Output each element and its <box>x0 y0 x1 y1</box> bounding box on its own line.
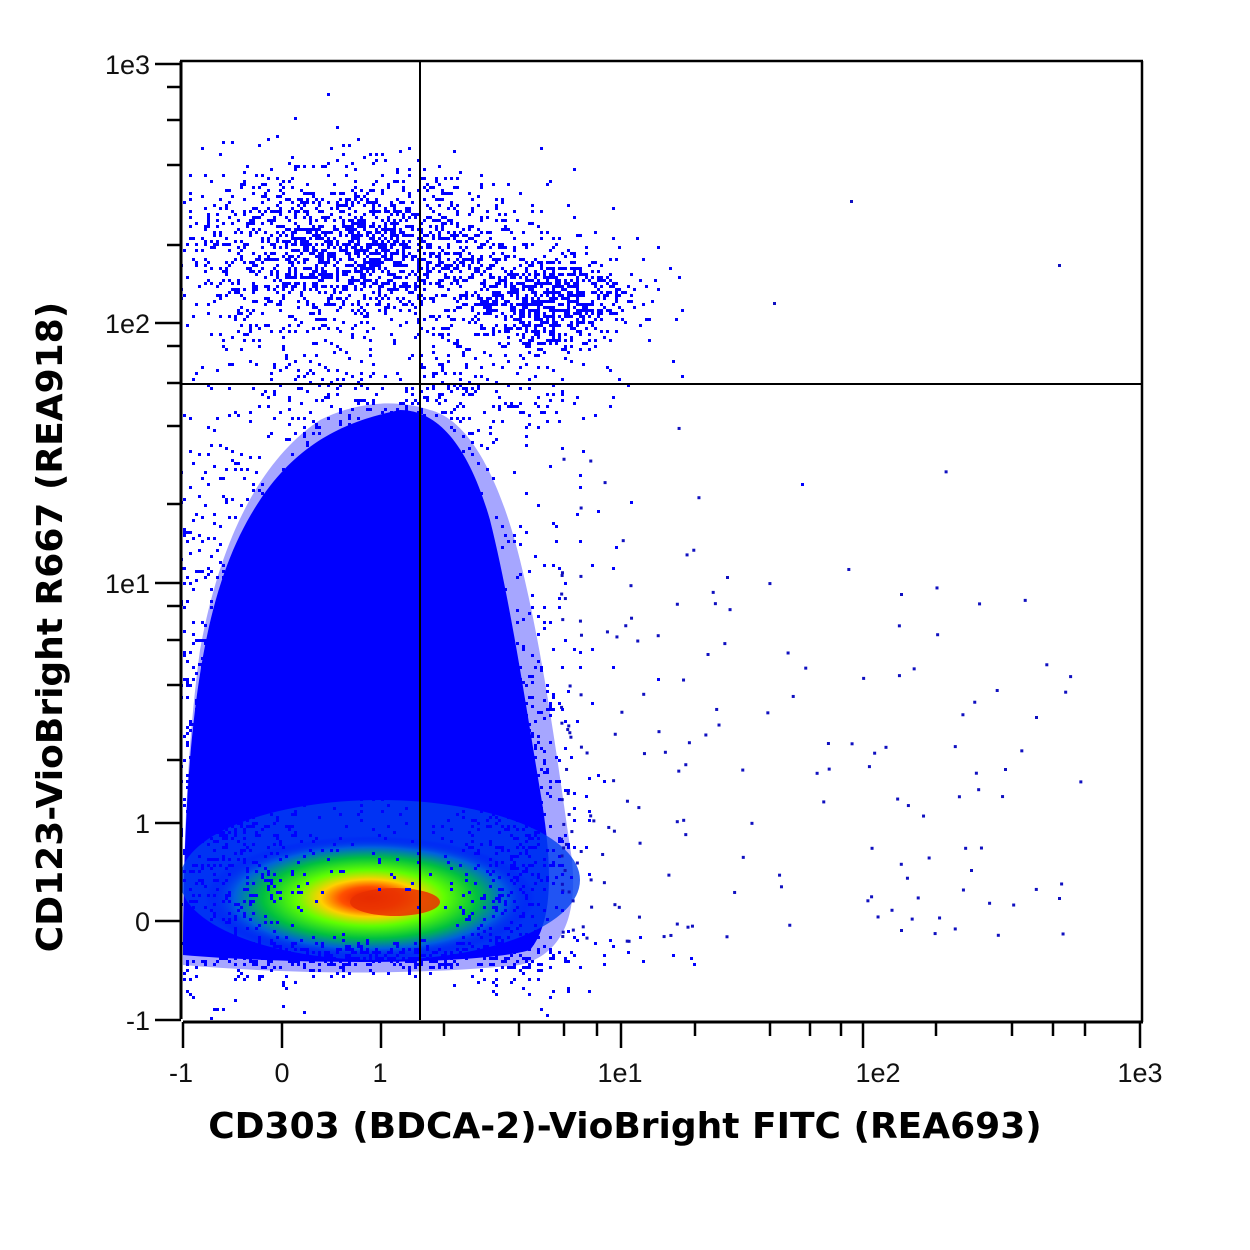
outlier-dots <box>560 200 1083 943</box>
y-axis-ticks <box>155 62 181 1022</box>
y-tick-label: 1e1 <box>105 569 150 599</box>
x-tick-label: 1e3 <box>1117 1058 1162 1088</box>
fringe-dots <box>182 168 804 1020</box>
x-tick-label: 1e1 <box>597 1058 642 1088</box>
y-tick-label: 1 <box>135 809 150 839</box>
y-axis-title: CD123-VioBright R667 (REA918) <box>30 302 71 952</box>
y-tick-label: -1 <box>126 1006 150 1036</box>
x-tick-label: 1e2 <box>855 1058 900 1088</box>
x-tick-label: -1 <box>169 1058 193 1088</box>
y-tick-label: 1e2 <box>105 309 150 339</box>
y-tick-label: 1e3 <box>105 50 150 80</box>
main-population-peak <box>350 888 440 916</box>
y-tick-label: 0 <box>135 907 150 937</box>
x-axis-title: CD303 (BDCA-2)-VioBright FITC (REA693) <box>208 1106 1042 1147</box>
cd123-high-cluster <box>182 93 684 471</box>
x-tick-label: 1 <box>372 1058 387 1088</box>
x-axis-ticks <box>181 1022 1142 1048</box>
x-tick-label: 0 <box>274 1058 289 1088</box>
density-layer <box>182 93 1083 1020</box>
